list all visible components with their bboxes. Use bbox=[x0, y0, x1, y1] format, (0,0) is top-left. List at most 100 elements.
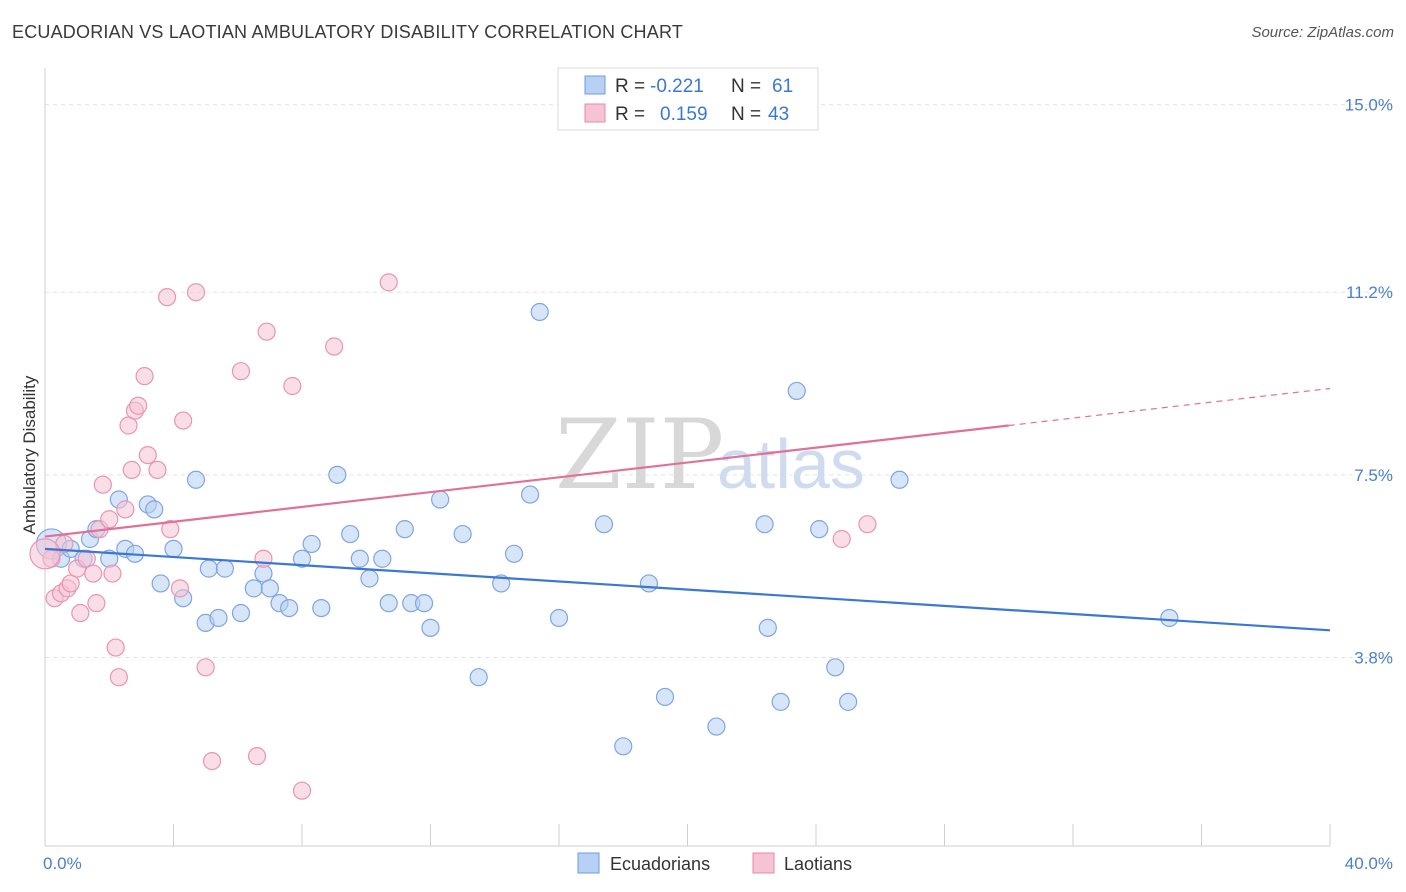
laotian-point-16 bbox=[109, 668, 128, 687]
ecuadorian-point-38 bbox=[421, 618, 440, 637]
ecuadorian-point-50 bbox=[655, 687, 675, 707]
laotian-point-38 bbox=[325, 337, 344, 356]
ecuadorian-point-12 bbox=[151, 574, 170, 593]
data-points bbox=[29, 273, 1179, 800]
laotian-point-12 bbox=[93, 475, 112, 494]
legend-r-label-1: R = bbox=[615, 76, 645, 97]
grid-lines bbox=[45, 104, 1392, 658]
ecuadorian-point-57 bbox=[826, 658, 845, 677]
laotian-point-13 bbox=[100, 510, 119, 529]
ecuadorian-point-51 bbox=[707, 717, 726, 736]
ecuadorian-trend-line bbox=[44, 547, 1331, 632]
correlation-legend: R = -0.221 N = 61 R = 0.159 N = 43 bbox=[557, 67, 819, 131]
ecuadorian-point-26 bbox=[292, 549, 312, 568]
laotian-point-25 bbox=[157, 288, 177, 307]
series-swatch-laotians bbox=[752, 852, 775, 874]
watermark: ZIP atlas bbox=[555, 399, 865, 511]
ecuadorian-point-43 bbox=[504, 544, 524, 563]
laotian-point-14 bbox=[103, 564, 122, 583]
series-label-laotians: Laotians bbox=[784, 854, 852, 874]
axes bbox=[44, 68, 1331, 847]
laotian-point-24 bbox=[148, 460, 167, 480]
legend-n-label-2: N = bbox=[731, 104, 761, 125]
laotian-point-39 bbox=[379, 273, 398, 292]
ecuadorian-point-34 bbox=[379, 594, 398, 613]
x-tick-label-0: 0.0% bbox=[43, 854, 82, 873]
laotian-point-35 bbox=[257, 322, 276, 341]
laotian-point-23 bbox=[138, 445, 157, 465]
ecuadorian-point-27 bbox=[302, 534, 321, 554]
y-tick-label-3: 15.0% bbox=[1345, 96, 1393, 115]
laotian-point-19 bbox=[122, 460, 141, 480]
legend-r-value-2: 0.159 bbox=[660, 104, 708, 125]
ecuadorian-point-31 bbox=[350, 549, 369, 568]
ecuadorian-point-49 bbox=[639, 574, 659, 593]
laotian-point-31 bbox=[202, 751, 222, 771]
ecuadorian-point-32 bbox=[360, 569, 379, 588]
ecuadorian-point-28 bbox=[312, 598, 331, 618]
laotian-point-29 bbox=[186, 283, 206, 302]
laotian-point-32 bbox=[231, 362, 251, 381]
laotian-trend-extension bbox=[1008, 387, 1331, 427]
laotian-point-22 bbox=[135, 367, 154, 386]
ecuadorian-point-59 bbox=[890, 470, 909, 489]
watermark-atlas: atlas bbox=[717, 425, 865, 503]
ecuadorian-point-44 bbox=[520, 485, 540, 504]
laotian-trend-line bbox=[44, 424, 1009, 538]
legend-swatch-pink bbox=[584, 103, 606, 123]
ecuadorian-point-58 bbox=[839, 692, 858, 711]
ecuadorian-point-54 bbox=[771, 692, 790, 711]
laotian-point-40 bbox=[832, 529, 851, 549]
laotian-point-7 bbox=[71, 603, 90, 623]
laotian-point-21 bbox=[129, 396, 148, 415]
x-tick-labels: 0.0% 40.0% bbox=[43, 854, 1393, 873]
ecuadorian-point-42 bbox=[492, 574, 511, 593]
ecuadorian-point-29 bbox=[328, 465, 347, 484]
laotian-point-27 bbox=[170, 579, 190, 598]
laotian-point-42 bbox=[29, 538, 61, 570]
laotian-point-30 bbox=[196, 658, 215, 677]
legend-n-label-1: N = bbox=[731, 76, 761, 97]
laotian-point-33 bbox=[247, 747, 267, 766]
chart-title: ECUADORIAN VS LAOTIAN AMBULATORY DISABIL… bbox=[12, 22, 684, 42]
series-label-ecuadorians: Ecuadorians bbox=[610, 854, 710, 874]
laotian-point-34 bbox=[254, 549, 273, 568]
ecuadorian-point-60 bbox=[1160, 608, 1179, 628]
ecuadorian-point-47 bbox=[594, 515, 614, 534]
laotian-point-9 bbox=[84, 564, 103, 583]
trend-lines bbox=[44, 387, 1331, 632]
ecuadorian-point-55 bbox=[787, 381, 806, 401]
laotian-point-17 bbox=[116, 500, 135, 519]
ecuadorian-point-52 bbox=[755, 515, 774, 534]
legend-r-label-2: R = bbox=[615, 104, 645, 125]
ecuadorian-point-15 bbox=[186, 470, 206, 489]
ecuadorian-point-19 bbox=[215, 559, 234, 578]
series-legend: Ecuadorians Laotians bbox=[577, 852, 852, 874]
ecuadorian-point-48 bbox=[614, 737, 633, 756]
ecuadorian-point-21 bbox=[244, 579, 263, 598]
ecuadorian-point-41 bbox=[469, 668, 488, 687]
chart-source: Source: ZipAtlas.com bbox=[1251, 24, 1394, 41]
ecuadorian-point-37 bbox=[414, 594, 434, 613]
x-tick-label-1: 40.0% bbox=[1345, 854, 1393, 873]
ecuadorian-point-39 bbox=[431, 490, 450, 509]
ecuadorian-point-17 bbox=[199, 559, 218, 578]
laotian-point-36 bbox=[283, 376, 302, 396]
laotian-point-28 bbox=[174, 411, 193, 430]
legend-r-value-1: -0.221 bbox=[650, 76, 704, 97]
ecuadorian-point-46 bbox=[549, 608, 569, 628]
ecuadorian-point-25 bbox=[280, 598, 299, 618]
y-tick-label-1: 7.5% bbox=[1354, 466, 1393, 485]
ecuadorian-point-13 bbox=[164, 539, 183, 558]
ecuadorian-point-18 bbox=[209, 608, 228, 628]
ecuadorian-point-53 bbox=[758, 618, 777, 637]
laotian-point-10 bbox=[87, 594, 106, 613]
legend-n-value-1: 61 bbox=[772, 76, 793, 97]
ecuadorian-point-35 bbox=[395, 520, 414, 539]
ecuadorian-point-11 bbox=[145, 500, 164, 519]
laotian-point-15 bbox=[106, 638, 125, 657]
series-swatch-ecuadorians bbox=[577, 852, 600, 874]
ecuadorian-point-30 bbox=[341, 524, 360, 544]
ecuadorian-point-23 bbox=[260, 579, 279, 598]
